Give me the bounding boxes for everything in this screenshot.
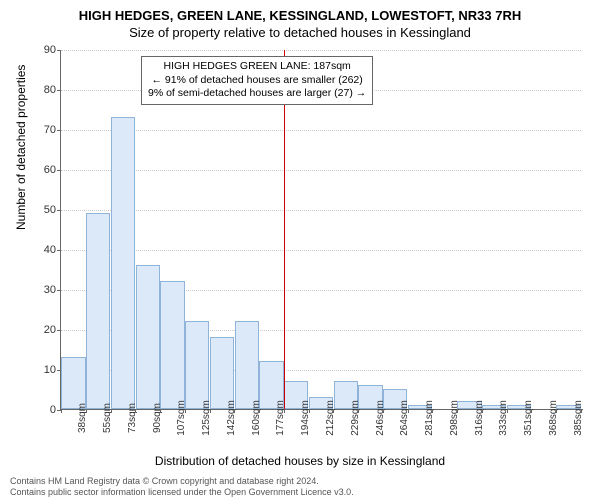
x-tick-mark xyxy=(259,409,260,413)
histogram-bar xyxy=(61,357,85,409)
x-tick-mark xyxy=(333,409,334,413)
annotation-line: 9% of semi-detached houses are larger (2… xyxy=(148,87,366,101)
x-tick-label: 351sqm xyxy=(523,400,534,436)
y-tick-label: 30 xyxy=(44,284,56,296)
histogram-bar xyxy=(160,281,184,409)
y-tick-mark xyxy=(57,330,61,331)
y-tick-label: 10 xyxy=(44,364,56,376)
y-tick-mark xyxy=(57,290,61,291)
y-tick-label: 60 xyxy=(44,164,56,176)
y-tick-mark xyxy=(57,170,61,171)
gridline xyxy=(61,170,581,171)
x-tick-mark xyxy=(556,409,557,413)
gridline xyxy=(61,210,581,211)
plot-area: 010203040506070809038sqm55sqm73sqm90sqm1… xyxy=(60,50,580,410)
chart-area: 010203040506070809038sqm55sqm73sqm90sqm1… xyxy=(60,50,580,410)
annotation-box: HIGH HEDGES GREEN LANE: 187sqm← 91% of d… xyxy=(141,56,373,105)
y-tick-mark xyxy=(57,90,61,91)
chart-title-line2: Size of property relative to detached ho… xyxy=(0,23,600,40)
x-tick-mark xyxy=(234,409,235,413)
annotation-line: HIGH HEDGES GREEN LANE: 187sqm xyxy=(148,60,366,74)
x-tick-mark xyxy=(309,409,310,413)
x-tick-mark xyxy=(160,409,161,413)
gridline xyxy=(61,50,581,51)
x-tick-mark xyxy=(358,409,359,413)
x-tick-mark xyxy=(86,409,87,413)
y-tick-label: 50 xyxy=(44,204,56,216)
x-tick-mark xyxy=(210,409,211,413)
chart-title-line1: HIGH HEDGES, GREEN LANE, KESSINGLAND, LO… xyxy=(0,0,600,23)
y-tick-label: 70 xyxy=(44,124,56,136)
y-tick-label: 20 xyxy=(44,324,56,336)
x-tick-mark xyxy=(383,409,384,413)
histogram-bar xyxy=(235,321,259,409)
x-tick-mark xyxy=(581,409,582,413)
footer-copyright-1: Contains HM Land Registry data © Crown c… xyxy=(10,476,319,486)
x-tick-mark xyxy=(185,409,186,413)
x-tick-mark xyxy=(531,409,532,413)
x-tick-mark xyxy=(482,409,483,413)
x-tick-mark xyxy=(457,409,458,413)
y-tick-label: 0 xyxy=(50,404,56,416)
histogram-bar xyxy=(111,117,135,409)
histogram-bar xyxy=(136,265,160,409)
x-tick-mark xyxy=(408,409,409,413)
histogram-bar xyxy=(185,321,209,409)
x-tick-mark xyxy=(432,409,433,413)
annotation-line: ← 91% of detached houses are smaller (26… xyxy=(148,74,366,88)
gridline xyxy=(61,130,581,131)
y-tick-label: 40 xyxy=(44,244,56,256)
x-tick-mark xyxy=(61,409,62,413)
y-tick-mark xyxy=(57,250,61,251)
x-axis-label: Distribution of detached houses by size … xyxy=(0,454,600,468)
y-axis-label: Number of detached properties xyxy=(14,65,28,230)
gridline xyxy=(61,250,581,251)
y-tick-mark xyxy=(57,130,61,131)
y-tick-mark xyxy=(57,50,61,51)
histogram-bar xyxy=(86,213,110,409)
y-tick-label: 80 xyxy=(44,84,56,96)
x-tick-mark xyxy=(135,409,136,413)
x-tick-mark xyxy=(507,409,508,413)
x-tick-label: 385sqm xyxy=(573,400,584,436)
footer-copyright-2: Contains public sector information licen… xyxy=(10,487,354,497)
y-tick-label: 90 xyxy=(44,44,56,56)
x-tick-label: 281sqm xyxy=(424,400,435,436)
y-tick-mark xyxy=(57,210,61,211)
histogram-bar xyxy=(210,337,234,409)
x-tick-mark xyxy=(111,409,112,413)
x-tick-mark xyxy=(284,409,285,413)
